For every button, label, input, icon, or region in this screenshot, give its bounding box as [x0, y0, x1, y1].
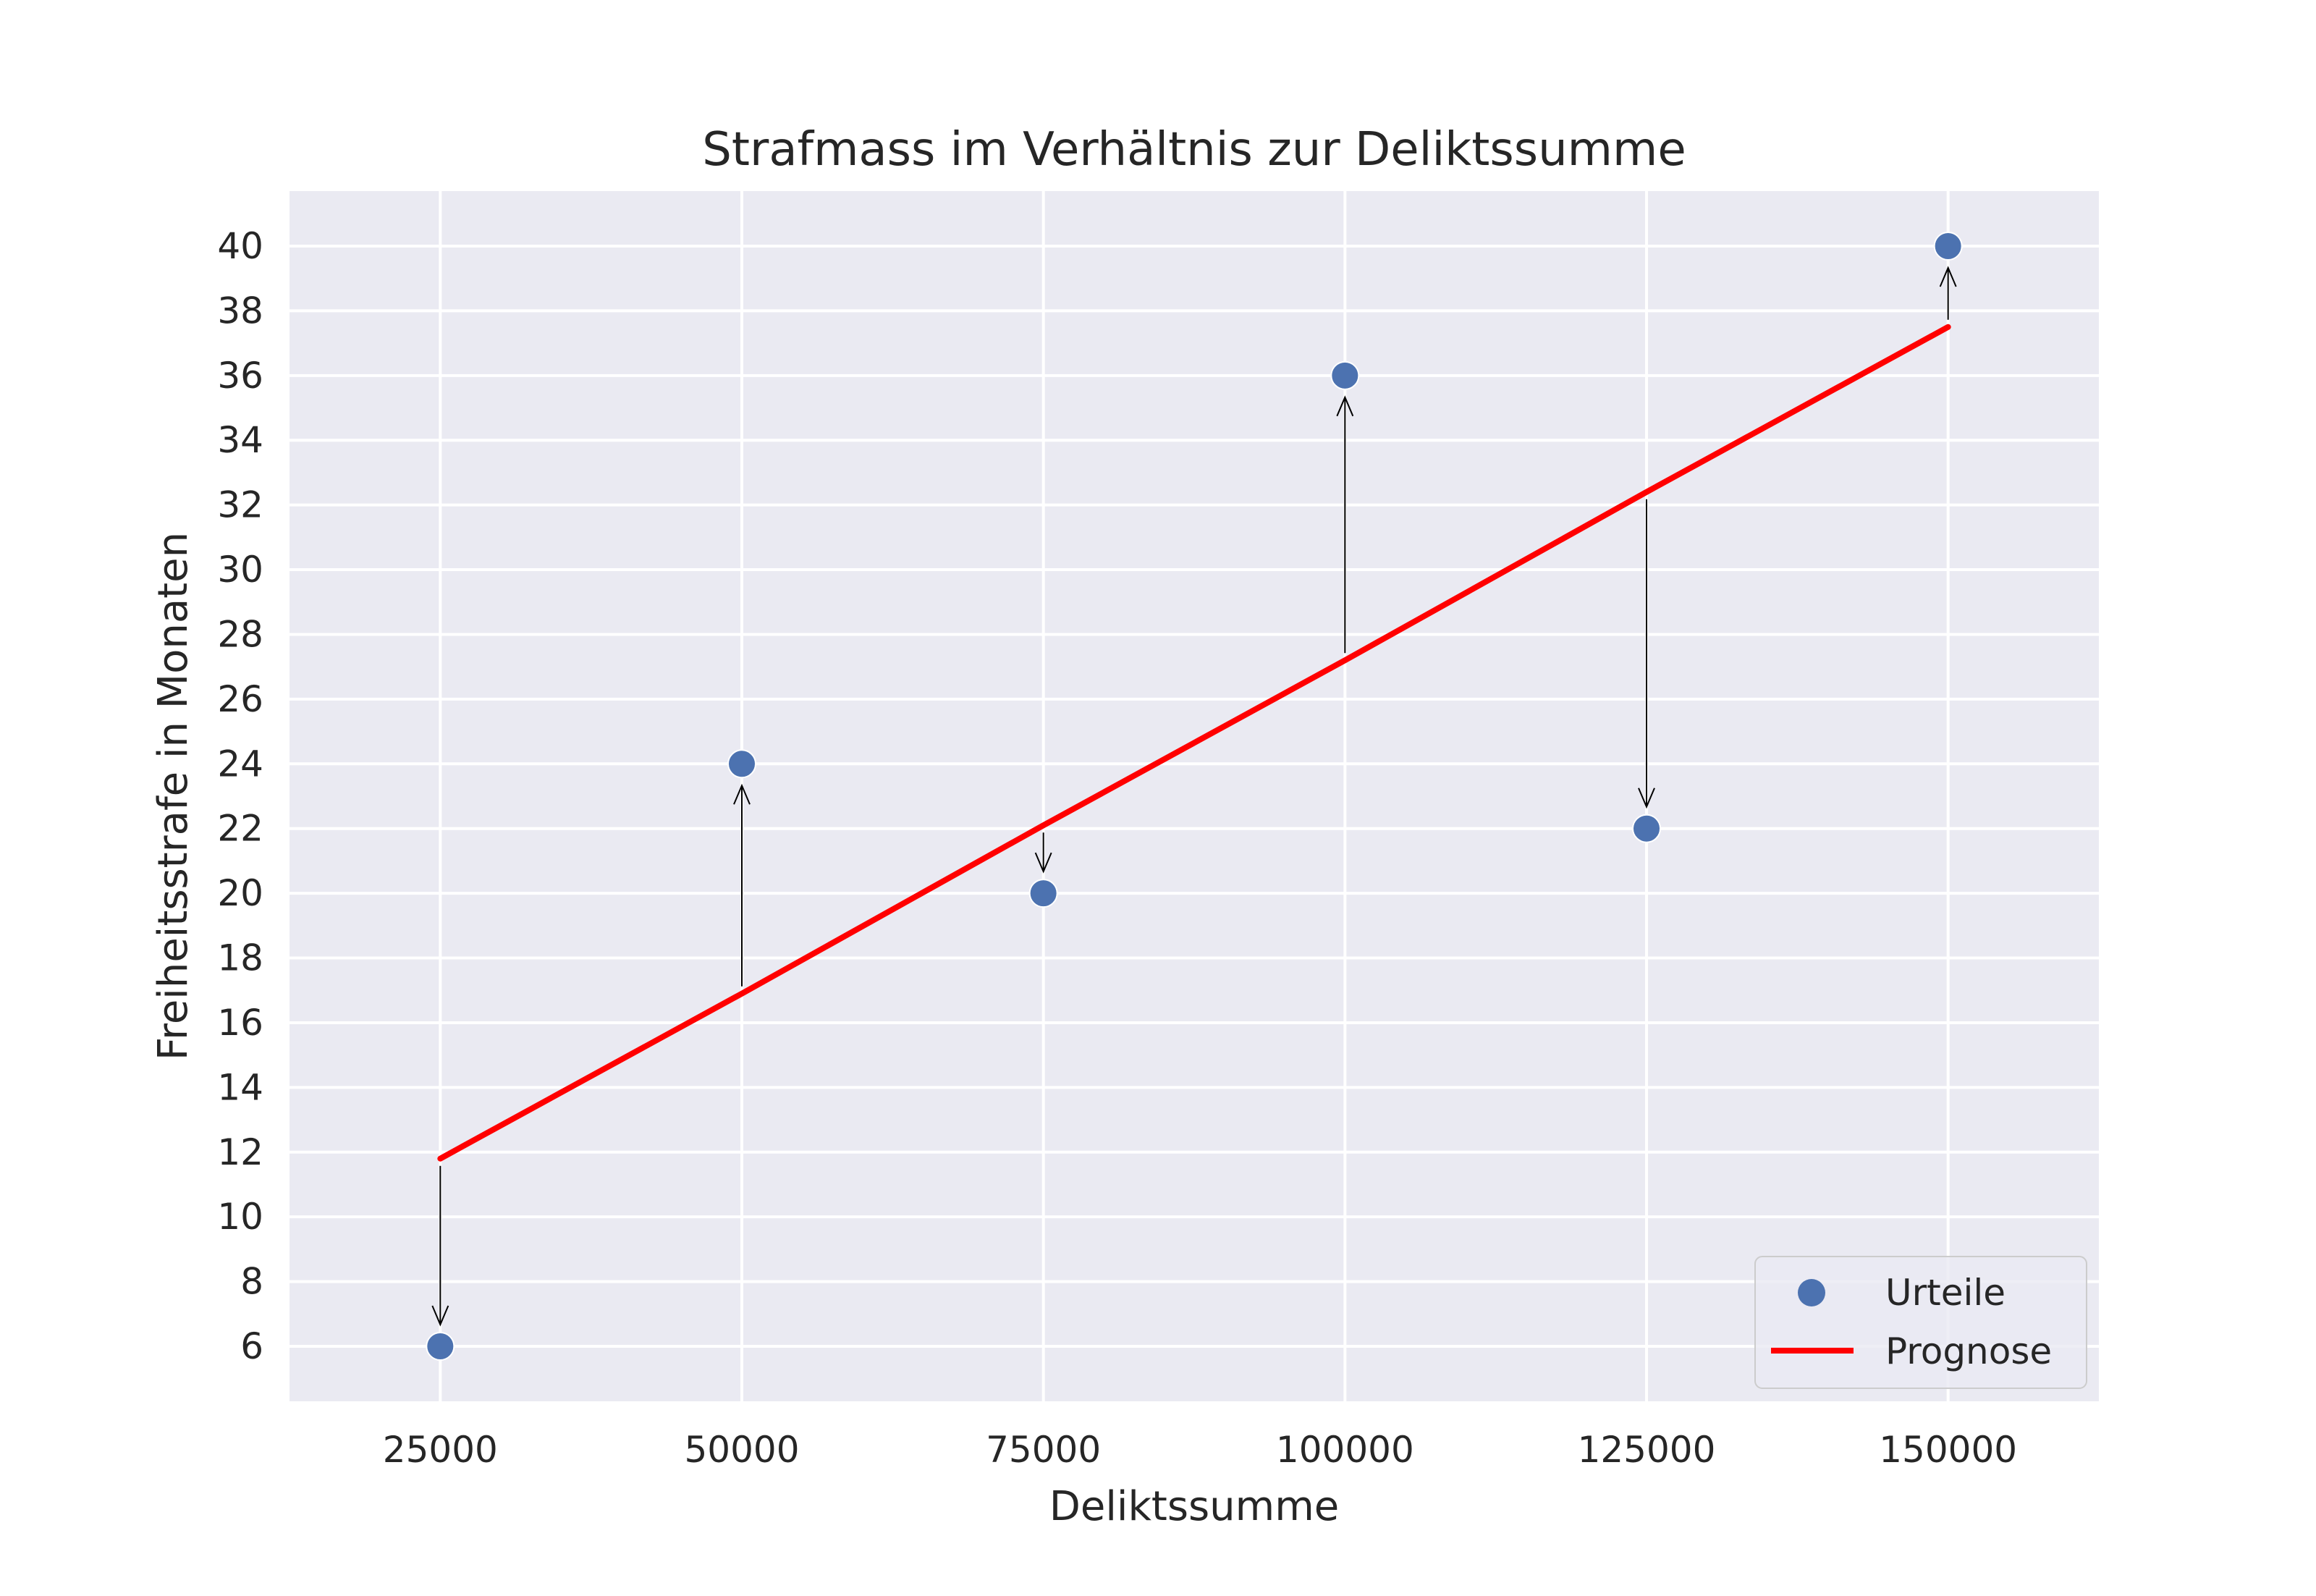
x-tick-label: 50000 [684, 1429, 799, 1471]
y-tick-label: 28 [217, 613, 263, 655]
residual-arrow [1638, 499, 1655, 809]
y-tick-label: 34 [217, 419, 263, 461]
prognose-line-layer [437, 324, 1951, 1162]
residual-arrow [1034, 832, 1052, 874]
gridlines [290, 191, 2099, 1401]
y-tick-label: 10 [217, 1196, 263, 1238]
urteile-points [426, 232, 1963, 1361]
y-tick-label: 12 [217, 1131, 263, 1173]
residual-arrow [1939, 266, 1957, 320]
legend: Urteile Prognose [1754, 1256, 2087, 1389]
residual-arrow-head [733, 783, 751, 805]
y-tick-label: 20 [217, 872, 263, 914]
y-tick-label: 40 [217, 225, 263, 267]
x-tick-label: 150000 [1879, 1429, 2017, 1471]
y-tick-label: 8 [240, 1261, 263, 1303]
y-tick-label: 38 [217, 290, 263, 332]
legend-box [1754, 1256, 2087, 1389]
y-tick-label: 6 [240, 1325, 263, 1367]
x-tick-label: 100000 [1276, 1429, 1414, 1471]
y-tick-label: 26 [217, 678, 263, 720]
plot-area [290, 191, 2099, 1401]
y-tick-label: 24 [217, 743, 263, 785]
urteile-point [727, 749, 756, 779]
y-tick-label: 36 [217, 355, 263, 397]
residual-arrow-head [1638, 788, 1655, 809]
y-axis-title: Freiheitsstrafe in Monaten [150, 532, 197, 1060]
residual-arrow-head [1034, 852, 1052, 874]
y-tick-label: 14 [217, 1066, 263, 1108]
residual-arrow-head [1336, 395, 1354, 417]
y-tick-label: 18 [217, 937, 263, 979]
urteile-point [1330, 360, 1360, 390]
y-tick-labels: 6 8 10 12 14 16 18 20 22 24 26 28 30 32 34 36 38 40 [217, 225, 263, 1367]
residual-arrow-head [431, 1305, 449, 1327]
residual-arrow [431, 1165, 449, 1327]
x-tick-labels: 25000 50000 75000 100000 125000 150000 [383, 1429, 2017, 1471]
residual-arrow [733, 783, 751, 987]
x-tick-label: 125000 [1578, 1429, 1716, 1471]
x-tick-label: 75000 [986, 1429, 1101, 1471]
urteile-point [1028, 879, 1058, 908]
residual-arrow [1336, 395, 1354, 654]
urteile-point [1632, 814, 1661, 843]
residual-arrow-head [1939, 266, 1957, 287]
y-tick-label: 32 [217, 484, 263, 526]
x-tick-label: 25000 [383, 1429, 498, 1471]
y-tick-label: 22 [217, 808, 263, 850]
urteile-point [426, 1332, 455, 1361]
x-axis-title: Deliktssumme [1049, 1483, 1339, 1530]
legend-urteile-label: Urteile [1885, 1272, 2006, 1314]
chart-title: Strafmass im Verhältnis zur Deliktssumme [702, 123, 1686, 177]
legend-prognose-label: Prognose [1885, 1330, 2052, 1372]
urteile-point [1933, 232, 1963, 261]
y-tick-label: 30 [217, 549, 263, 591]
residual-arrows [431, 266, 1957, 1327]
prognose-line [437, 324, 1951, 1162]
y-tick-label: 16 [217, 1002, 263, 1044]
legend-urteile-marker [1798, 1279, 1825, 1306]
